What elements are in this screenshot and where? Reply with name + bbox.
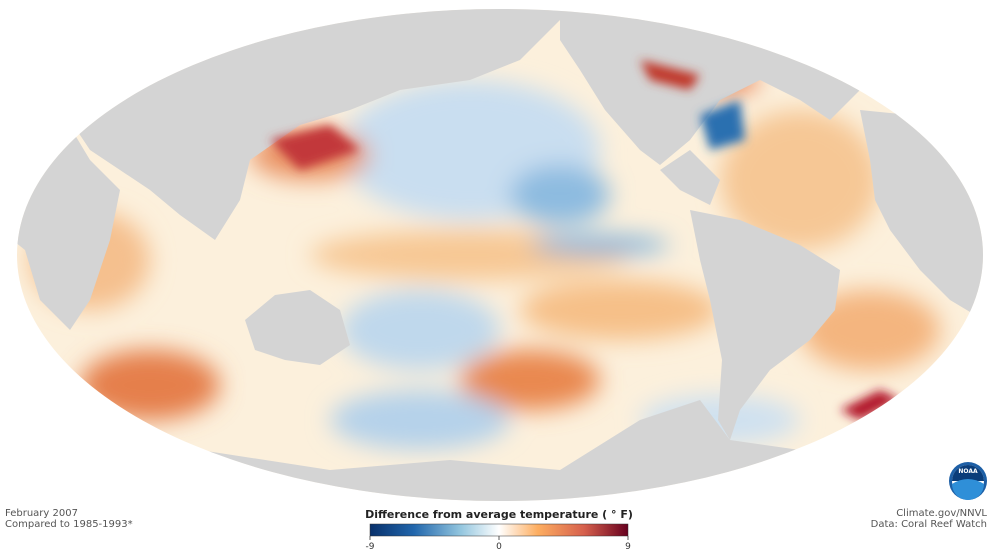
noaa-logo: NOAA: [949, 462, 987, 500]
colorbar-ticks: -9 0 9: [366, 536, 631, 552]
colorbar-tick-label: 0: [496, 542, 502, 552]
date-label: February 2007: [5, 508, 78, 519]
source-label: Data: Coral Reef Watch: [871, 519, 987, 530]
anomaly-hotspots: [270, 60, 900, 420]
anomaly-field: [30, 65, 940, 450]
colorbar: [369, 523, 629, 537]
svg-text:NOAA: NOAA: [958, 468, 978, 475]
colorbar-tick-label: -9: [366, 542, 375, 552]
baseline-label: Compared to 1985-1993*: [5, 519, 133, 530]
legend-title: Difference from average temperature ( ° …: [365, 508, 633, 521]
colorbar-tick-label: 9: [625, 542, 631, 552]
credit-label: Climate.gov/NNVL: [896, 508, 987, 519]
